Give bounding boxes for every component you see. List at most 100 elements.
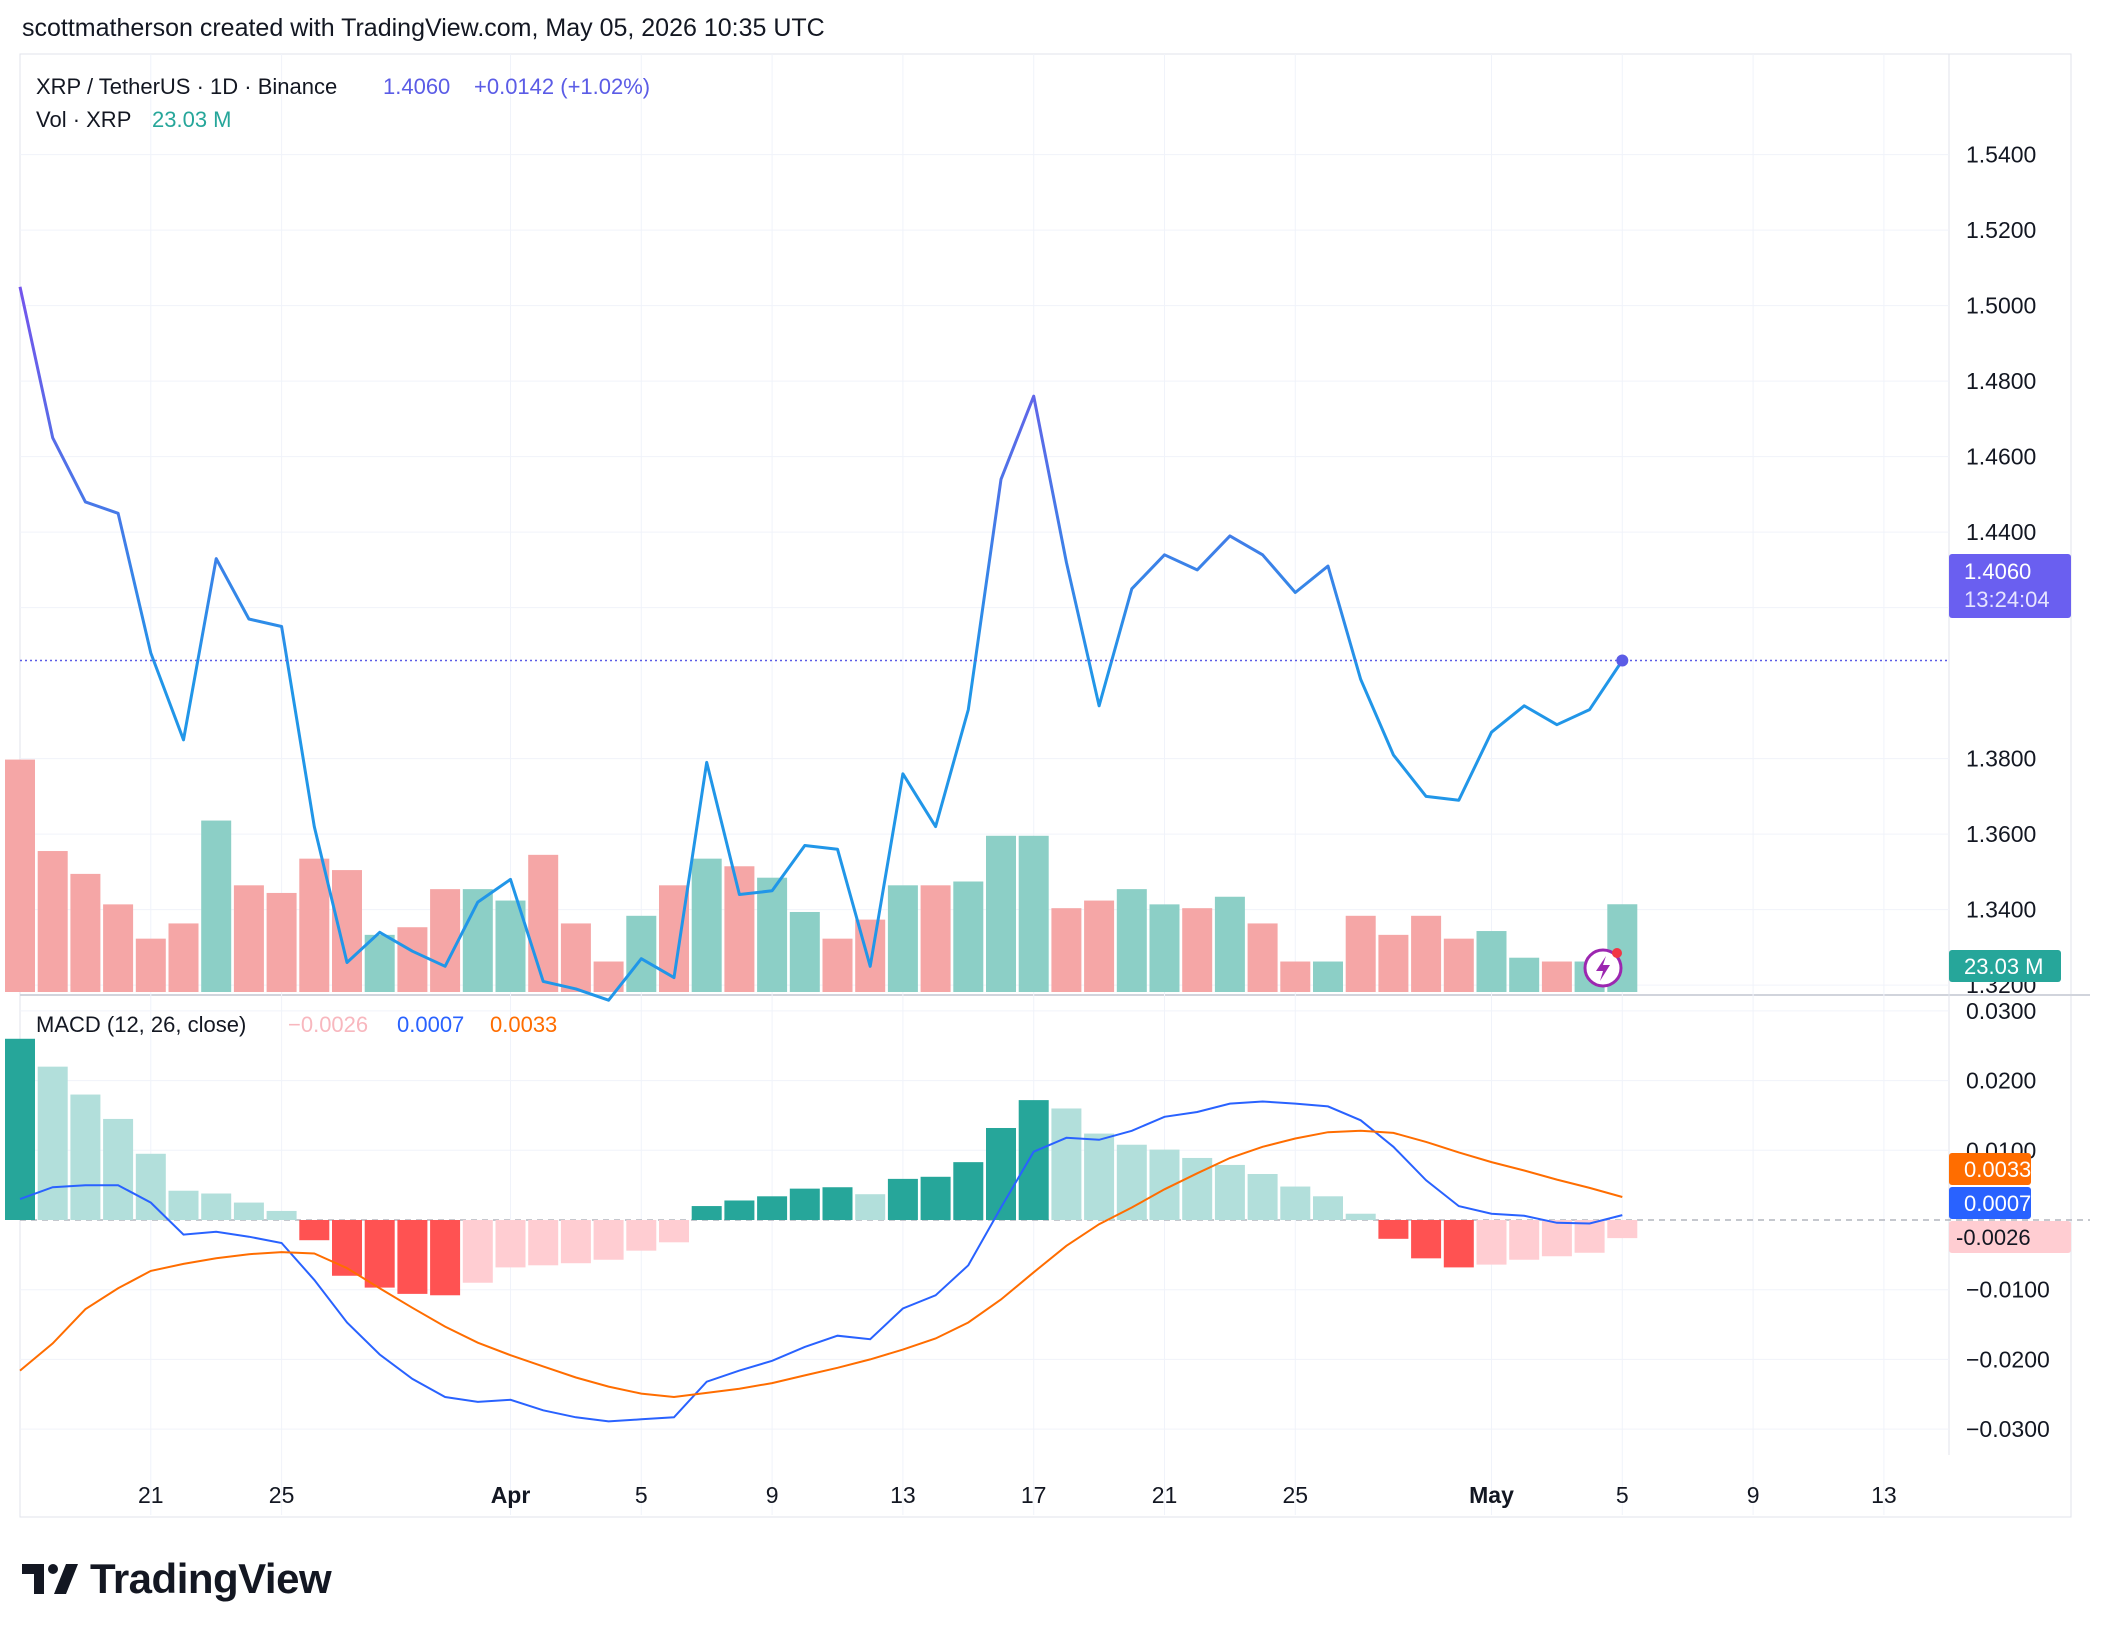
volume-bar: [1182, 908, 1213, 992]
symbol-legend[interactable]: XRP / TetherUS · 1D · Binance: [36, 74, 337, 99]
volume-bar: [1509, 957, 1540, 992]
volume-bar: [1476, 931, 1507, 992]
macd-hist-bar: [1084, 1133, 1115, 1220]
price-badge: [1949, 554, 2071, 618]
legend-price: 1.4060: [383, 74, 450, 99]
volume-bar: [495, 900, 526, 992]
price-tick-label: 1.5000: [1966, 293, 2036, 319]
volume-bar: [1214, 896, 1245, 992]
volume-bar: [691, 858, 722, 992]
macd-tick-label: 0.0200: [1966, 1068, 2036, 1094]
macd-hist-bar: [593, 1220, 624, 1260]
tradingview-logo[interactable]: TradingView: [22, 1555, 332, 1603]
lightning-icon[interactable]: [1583, 948, 1623, 988]
macd-hist-bar: [1313, 1196, 1343, 1220]
volume-bar: [789, 911, 820, 992]
macd-hist-bar: [920, 1176, 951, 1220]
volume-bar: [986, 835, 1016, 992]
macd-legend-hist: −0.0026: [288, 1012, 368, 1037]
macd-tick-label: −0.0300: [1966, 1416, 2050, 1442]
grid-lines: [20, 54, 1949, 1515]
macd-hist-bar: [691, 1206, 722, 1220]
macd-hist-bar: [822, 1187, 853, 1220]
volume-bar: [757, 877, 788, 992]
volume-bar: [1541, 961, 1572, 992]
signal-badge-value: 0.0033: [1964, 1157, 2031, 1182]
macd-hist-bar: [1378, 1220, 1409, 1239]
macd-hist-bar: [1411, 1220, 1442, 1259]
volume-bar: [1149, 904, 1180, 992]
macd-hist-bar: [724, 1200, 755, 1220]
volume-bar: [1247, 923, 1278, 992]
volume-bar: [1378, 934, 1409, 992]
volume-bar: [887, 885, 918, 992]
price-tick-label: 1.5400: [1966, 142, 2036, 168]
macd-hist-bar: [397, 1220, 428, 1294]
macd-hist-bar: [855, 1194, 886, 1220]
signal-line: [19, 1129, 1623, 1399]
price-tick-label: 1.3400: [1966, 897, 2036, 923]
macd-hist-bar: [1541, 1220, 1572, 1257]
macd-hist-bar: [233, 1202, 264, 1220]
macd-legend-line: 0.0007: [397, 1012, 464, 1037]
volume-legend-value: 23.03 M: [152, 107, 232, 132]
volume-bar: [1051, 908, 1082, 992]
macd-hist-bar: [1345, 1213, 1376, 1220]
macd-hist-bar: [1182, 1157, 1213, 1220]
volume-bar: [1411, 915, 1442, 992]
time-tick-label: 9: [766, 1482, 779, 1508]
volume-bar: [1443, 938, 1474, 992]
macd-hist-bar: [1018, 1100, 1049, 1220]
macd-hist-bar: [135, 1153, 166, 1220]
volume-badge-value: 23.03 M: [1964, 954, 2044, 979]
legend-change: +0.0142 (+1.02%): [474, 74, 650, 99]
time-tick-label: 5: [1616, 1482, 1629, 1508]
hist-badge-value: -0.0026: [1956, 1225, 2031, 1250]
volume-bar: [462, 889, 493, 992]
volume-bar: [1116, 889, 1147, 992]
macd-badge: [1949, 1187, 2031, 1219]
volume-bar: [299, 858, 330, 992]
price-tick-label: 1.3800: [1966, 746, 2036, 772]
macd-legend[interactable]: MACD (12, 26, close): [36, 1012, 246, 1037]
macd-hist-bar: [659, 1220, 689, 1243]
macd-hist-bar: [1476, 1220, 1507, 1265]
macd-hist-bar: [1280, 1186, 1311, 1220]
price-tick-label: 1.4400: [1966, 519, 2036, 545]
price-tick-label: 1.5200: [1966, 217, 2036, 243]
macd-series: [19, 1100, 1623, 1423]
volume-bar: [332, 870, 362, 992]
volume-bar: [920, 885, 951, 992]
time-tick-label: 21: [1152, 1482, 1178, 1508]
macd-hist-bar: [1574, 1220, 1605, 1253]
volume-bar: [397, 927, 428, 992]
price-tick-label: 1.4800: [1966, 368, 2036, 394]
volume-legend[interactable]: Vol · XRP: [36, 107, 131, 132]
price-tick-label: 1.3600: [1966, 821, 2036, 847]
time-tick-label: 17: [1021, 1482, 1047, 1508]
price-tick-label: 1.4600: [1966, 444, 2036, 470]
price-chart[interactable]: 1.54001.52001.50001.48001.46001.44001.42…: [0, 0, 2108, 1540]
time-axis[interactable]: 21 25 Apr 5 9 13 17 21 25 May 5 9 13: [138, 1482, 1897, 1508]
time-tick-label: Apr: [491, 1482, 531, 1508]
price-series: [18, 286, 1949, 1002]
hist-badge: [1949, 1221, 2071, 1253]
time-tick-label: 25: [1283, 1482, 1309, 1508]
macd-hist-bar: [103, 1118, 134, 1220]
macd-hist-bar: [1247, 1173, 1278, 1220]
macd-hist-bar: [5, 1038, 35, 1220]
volume-bar: [233, 885, 264, 992]
tradingview-logo-icon: [22, 1564, 78, 1594]
macd-hist-bar: [1443, 1220, 1474, 1268]
macd-hist-bar: [299, 1220, 330, 1241]
signal-badge: [1949, 1153, 2031, 1185]
volume-bar: [430, 889, 461, 992]
last-price-point: [1616, 654, 1629, 667]
macd-hist-bar: [789, 1188, 820, 1220]
macd-legend-signal: 0.0033: [490, 1012, 557, 1037]
volume-bar: [724, 866, 755, 992]
macd-tick-label: −0.0200: [1966, 1346, 2050, 1372]
macd-hist-bar: [168, 1190, 199, 1220]
macd-hist-bar: [986, 1127, 1016, 1220]
